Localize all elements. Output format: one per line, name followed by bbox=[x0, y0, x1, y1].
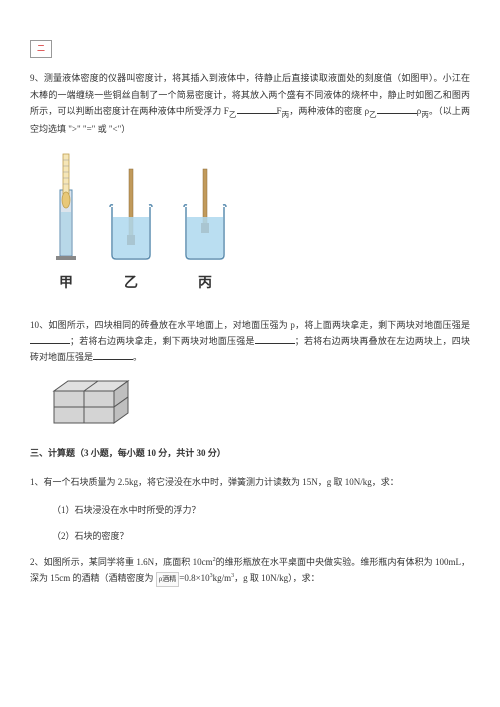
question-3-1: 1、有一个石块质量为 2.5kg，将它浸没在水中时，弹簧测力计读数为 15N，g… bbox=[30, 474, 470, 490]
q10-text2: ；若将右边两块拿走，剩下两块对地面压强是 bbox=[70, 336, 255, 346]
question-3-2: 2、如图所示，某同学将重 1.6N，底面积 10cm2的维形瓶放在水平桌面中央做… bbox=[30, 554, 470, 587]
q9-sub3: 乙 bbox=[369, 110, 377, 119]
q9-sub1: 乙 bbox=[229, 110, 237, 119]
apparatus-jia: 甲 bbox=[48, 152, 84, 296]
beaker-yi-icon bbox=[104, 167, 158, 262]
apparatus-yi: 乙 bbox=[104, 167, 158, 296]
q10-blank3 bbox=[93, 350, 133, 360]
label-yi: 乙 bbox=[104, 271, 158, 296]
label-bing: 丙 bbox=[178, 271, 232, 296]
q9-text3: ，两种液体的密度 ρ bbox=[289, 106, 369, 116]
question-9: 9、测量液体密度的仪器叫密度计，将其插入到液体中，待静止后直接读取液面处的刻度值… bbox=[30, 70, 470, 137]
q10-text4: 。 bbox=[133, 352, 142, 362]
top-marker-box: 二 bbox=[30, 40, 52, 58]
section-3-title: 三、计算题（3 小题，每小题 10 分，共计 30 分） bbox=[30, 445, 470, 461]
beaker-diagram-row: 甲 乙 丙 bbox=[48, 152, 470, 296]
q3-2-t3: =0.8×10 bbox=[179, 573, 209, 583]
bricks-icon bbox=[48, 377, 138, 425]
densimeter-icon bbox=[48, 152, 84, 262]
q3-1-sub1: （1）石块浸没在水中时所受的浮力？ bbox=[52, 502, 470, 518]
q10-text1: 10、如图所示，四块相同的砖叠放在水平地面上，对地面压强为 p，将上面两块拿走，… bbox=[30, 320, 470, 330]
q9-blank2 bbox=[377, 104, 417, 114]
q10-blank2 bbox=[255, 334, 295, 344]
q10-blank1 bbox=[30, 334, 70, 344]
beaker-bing-icon bbox=[178, 167, 232, 262]
q3-2-t1: 2、如图所示，某同学将重 1.6N，底面积 10cm bbox=[30, 557, 213, 567]
label-jia: 甲 bbox=[48, 271, 84, 296]
question-10: 10、如图所示，四块相同的砖叠放在水平地面上，对地面压强为 p，将上面两块拿走，… bbox=[30, 317, 470, 366]
q9-sub4: 丙 bbox=[421, 110, 429, 119]
q3-2-t4: kg/m bbox=[213, 573, 232, 583]
q3-1-sub2: （2）石块的密度？ bbox=[52, 528, 470, 544]
formula-icon: ρ酒精 bbox=[156, 572, 180, 587]
q9-blank1 bbox=[237, 104, 277, 114]
apparatus-bing: 丙 bbox=[178, 167, 232, 296]
bricks-diagram bbox=[48, 377, 470, 430]
q3-2-t5: ，g 取 10N/kg），求： bbox=[234, 573, 320, 583]
